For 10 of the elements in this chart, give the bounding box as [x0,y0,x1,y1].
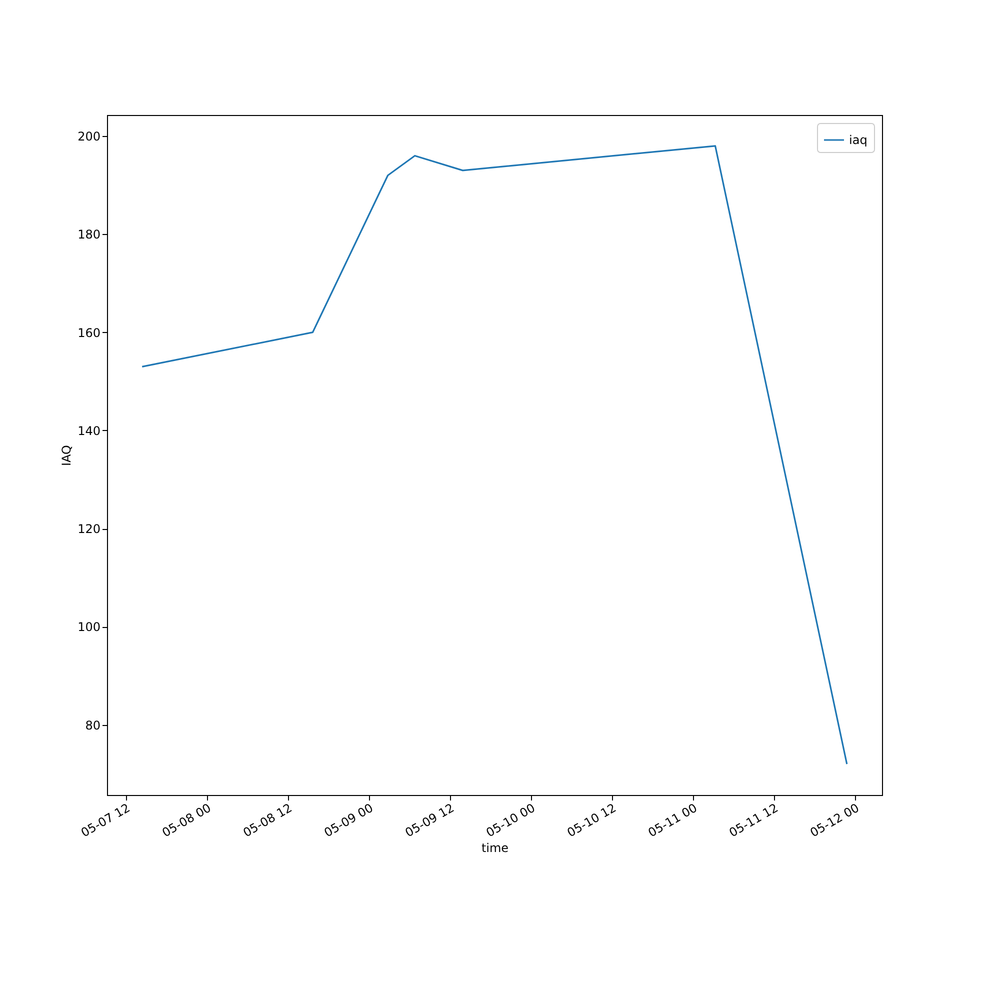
y-tick-label: 160 [78,326,100,340]
y-tick-label: 140 [78,424,100,438]
y-tick-label: 180 [78,228,100,242]
y-tick-label: 120 [78,522,100,536]
x-axis-title: time [481,841,509,856]
y-tick-label: 80 [85,718,100,732]
y-axis-title: IAQ [60,445,74,466]
y-tick-label: 100 [78,620,100,634]
legend-label: iaq [849,133,868,147]
y-tick-label: 200 [78,130,100,144]
